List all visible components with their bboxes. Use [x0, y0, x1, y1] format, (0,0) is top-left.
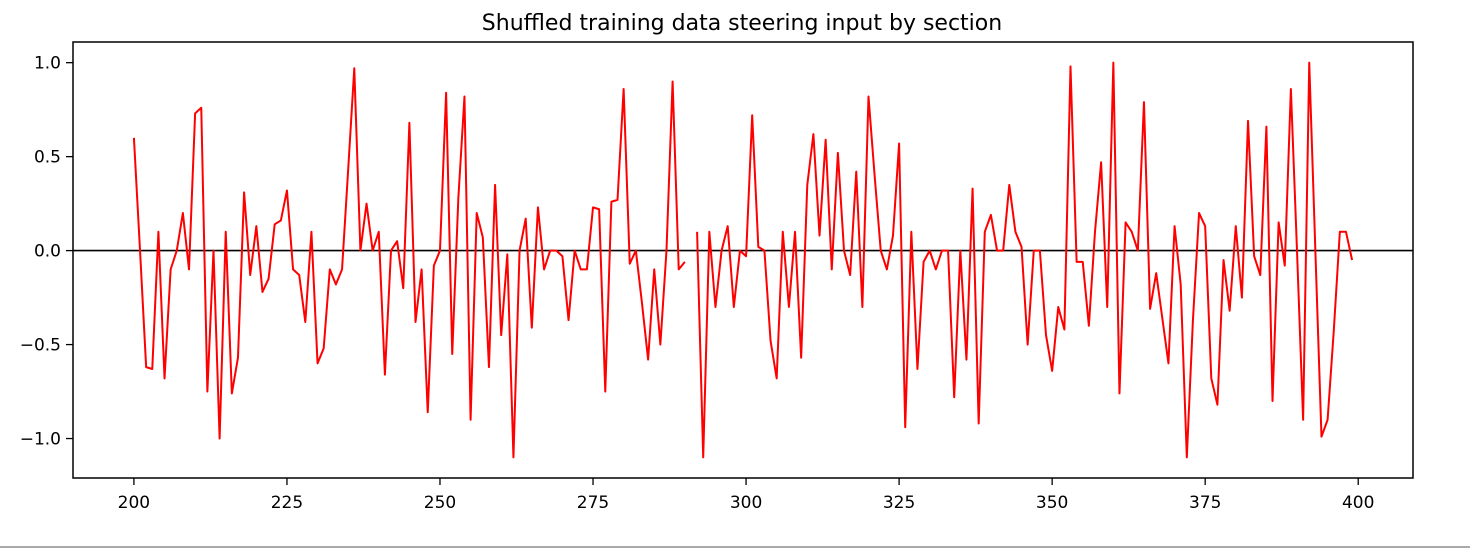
x-tick-label: 200 — [118, 493, 150, 513]
y-tick-label: −1.0 — [20, 430, 61, 450]
steering-series-line-segment-1 — [132, 67, 686, 459]
chart-title: Shuffled training data steering input by… — [482, 11, 1002, 36]
x-tick-label: 400 — [1342, 493, 1374, 513]
y-tick-label: 0.0 — [34, 242, 61, 262]
y-tick-label: −0.5 — [20, 336, 61, 356]
steering-line-chart: Shuffled training data steering input by… — [20, 11, 1414, 513]
plot-frame — [72, 41, 1414, 479]
y-tick-label: 1.0 — [34, 54, 61, 74]
x-tick-label: 325 — [883, 493, 915, 513]
steering-series-line-segment-2 — [696, 61, 1354, 459]
x-tick-label: 225 — [271, 493, 303, 513]
x-tick-label: 375 — [1189, 493, 1221, 513]
x-tick-label: 250 — [424, 493, 456, 513]
x-tick-label: 300 — [730, 493, 762, 513]
y-tick-label: 0.5 — [34, 148, 61, 168]
x-tick-label: 350 — [1036, 493, 1068, 513]
bottom-divider — [0, 546, 1470, 548]
x-tick-label: 275 — [577, 493, 609, 513]
